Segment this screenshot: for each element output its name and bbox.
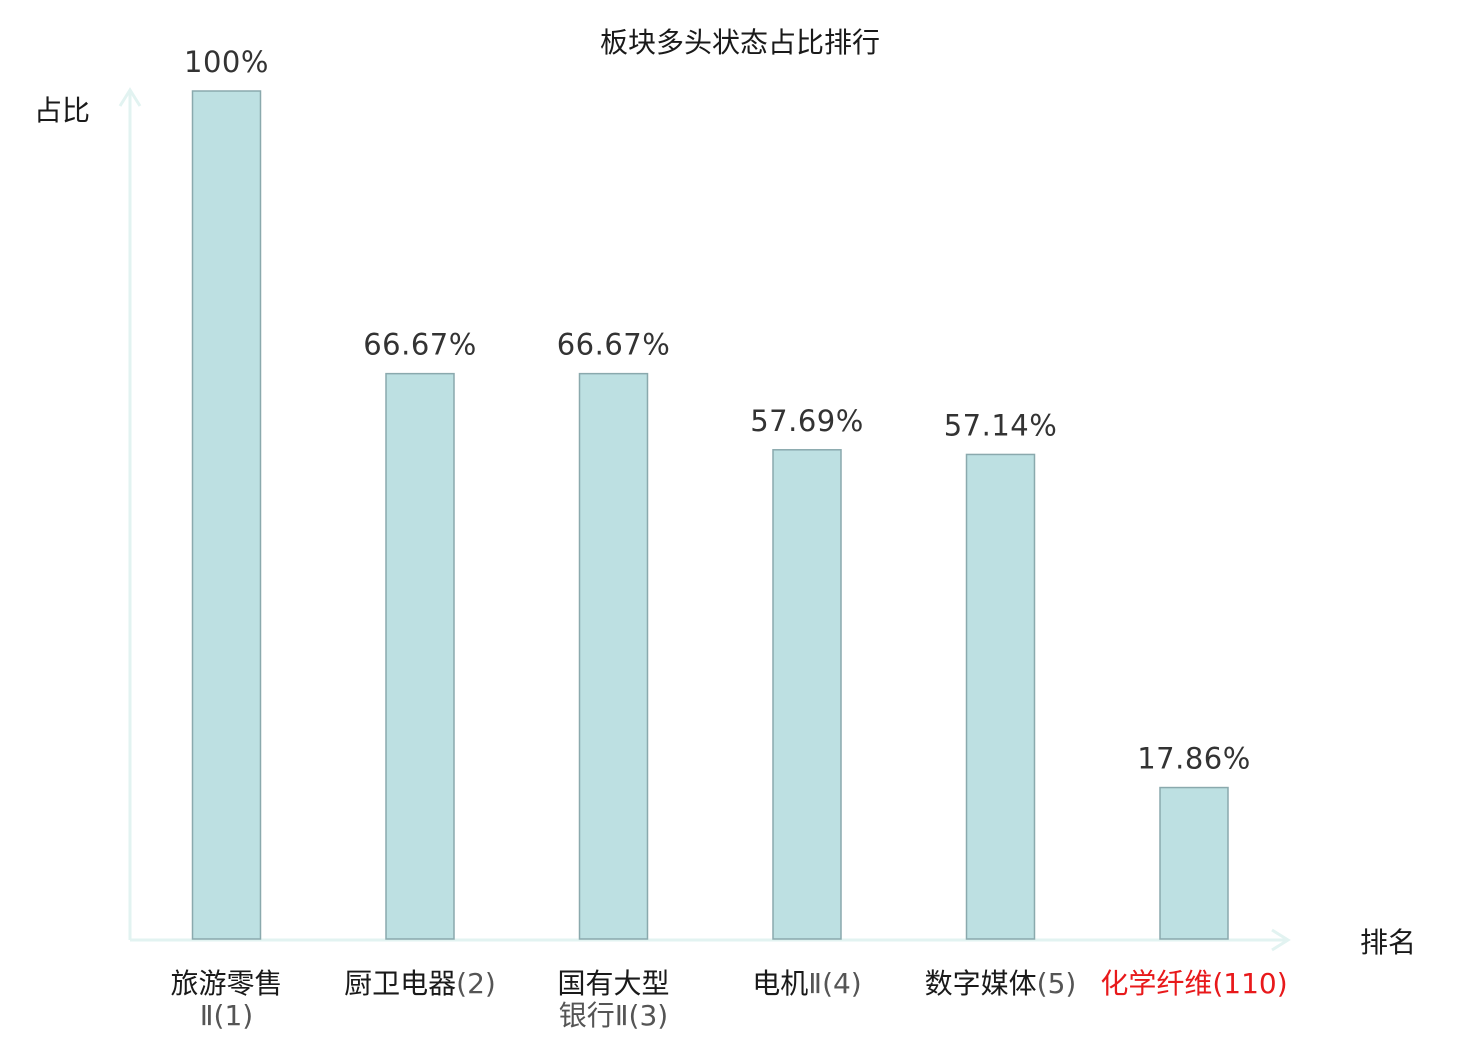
category-rank-3: 银行Ⅱ(3) (559, 999, 668, 1032)
category-label-3: 国有大型银行Ⅱ(3) (557, 967, 669, 1032)
bar-1 (191, 90, 262, 940)
x-axis-arrow-icon (1271, 928, 1291, 952)
category-rank-1: Ⅱ(1) (200, 999, 253, 1032)
value-label-1: 100% (184, 45, 269, 79)
value-label-6: 17.86% (1137, 742, 1251, 776)
category-labels-group: 旅游零售 Ⅱ(1) 厨卫电器(2) 国有大型银行Ⅱ(3) 电机Ⅱ(4) 数字媒体(5) 化学… (170, 967, 1287, 1032)
x-axis (130, 928, 1291, 952)
bar-3 (578, 372, 649, 940)
category-label-1: 旅游零售 Ⅱ(1) (170, 967, 282, 1032)
value-label-5: 57.14% (944, 408, 1058, 442)
y-axis-label: 占比 (34, 94, 90, 127)
value-label-2: 66.67% (363, 328, 477, 362)
category-rank-2: (2) (456, 967, 496, 1000)
category-name-3: 国有大型 (557, 967, 669, 1000)
value-label-4: 57.69% (750, 404, 864, 438)
category-label-4: 电机Ⅱ(4) (752, 967, 861, 1000)
value-labels-group: 100% 66.67% 66.67% 57.69% 57.14% 17.86% (184, 45, 1251, 776)
bars-group (191, 90, 1229, 940)
value-label-3: 66.67% (557, 328, 671, 362)
category-name-4: 电机 (752, 967, 808, 1000)
y-axis (118, 87, 142, 940)
category-name-2: 厨卫电器 (344, 967, 456, 1000)
category-label-2: 厨卫电器(2) (344, 967, 496, 1000)
category-name-6: 化学纤维 (1100, 967, 1212, 1000)
category-label-6: 化学纤维(110) (1100, 967, 1287, 1000)
category-rank-5: (5) (1037, 967, 1077, 1000)
category-rank-4: Ⅱ(4) (808, 967, 861, 1000)
y-axis-arrow-icon (118, 87, 142, 107)
bar-4 (772, 449, 842, 940)
category-name-1: 旅游零售 (170, 967, 282, 1000)
category-rank-6: (110) (1212, 967, 1287, 1000)
chart-title: 板块多头状态占比排行 (600, 26, 880, 59)
bar-5 (965, 453, 1036, 940)
category-name-5: 数字媒体 (925, 967, 1037, 1000)
x-axis-label: 排名 (1360, 926, 1416, 959)
bar-6 (1159, 786, 1229, 940)
category-label-5: 数字媒体(5) (925, 967, 1077, 1000)
bar-2 (385, 372, 455, 940)
